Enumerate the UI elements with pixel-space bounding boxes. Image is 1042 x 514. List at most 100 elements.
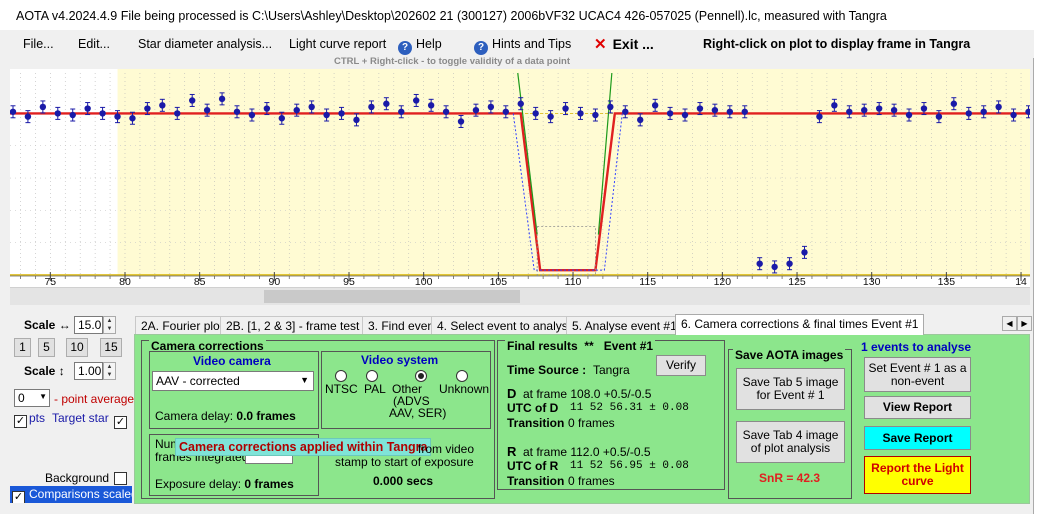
radio-other-detail-1: (ADVS [393, 394, 430, 408]
scale-v-input[interactable]: 1.00 [74, 362, 103, 380]
scrollbar-thumb[interactable] [264, 290, 520, 303]
menu-star-diameter[interactable]: Star diameter analysis... [138, 37, 273, 51]
x-tick-label: 105 [490, 276, 508, 287]
background-check[interactable] [114, 472, 127, 485]
video-system-group [321, 351, 491, 429]
pts-checkbox[interactable]: ✓ [14, 415, 27, 428]
comparisons-checkbox[interactable]: ✓ [12, 491, 25, 503]
view-report-button[interactable]: View Report [864, 396, 971, 419]
radio-other[interactable] [415, 369, 427, 383]
scale-h-input[interactable]: 15.0 [74, 316, 103, 334]
radio-ntsc[interactable] [335, 369, 347, 383]
menu-help[interactable]: ? Help [398, 37, 442, 55]
data-point [592, 111, 599, 119]
window-title: AOTA v4.2024.4.9 File being processed is… [16, 9, 887, 23]
plot-controls-panel: Scale ↔ 15.0 ▲ ▼ 1 5 10 15 Scale ↕ 1.00 ▲… [10, 314, 135, 514]
tab-scroll-right[interactable]: ▶ [1017, 316, 1032, 331]
pts-row[interactable]: ✓ pts [14, 411, 45, 428]
scale-v-spinner[interactable]: ▲ ▼ [103, 362, 116, 380]
menu-exit-label: Exit ... [612, 36, 654, 52]
menu-exit[interactable]: ✕ Exit ... [594, 35, 654, 53]
scale-preset-15[interactable]: 15 [100, 338, 122, 357]
tab-camera-corrections[interactable]: 6. Camera corrections & final times Even… [675, 314, 925, 335]
menu-edit[interactable]: Edit... [78, 37, 110, 51]
data-point [935, 113, 943, 120]
tab-select-event[interactable]: 4. Select event to analyse [431, 316, 581, 335]
radio-unknown[interactable] [456, 369, 468, 383]
comparisons-row[interactable]: ✓ Comparisons scaled [10, 486, 132, 503]
final-results-label: Final results [507, 339, 578, 353]
data-point [174, 110, 181, 117]
title-bar: AOTA v4.2024.4.9 File being processed is… [0, 0, 1034, 30]
data-point [427, 102, 435, 109]
data-point [547, 113, 554, 120]
data-point [517, 100, 524, 107]
data-point [263, 105, 271, 112]
video-camera-title: Video camera [193, 354, 271, 368]
tab-fourier-plot[interactable]: 2A. Fourier plot [135, 316, 230, 335]
radio-ntsc-circle[interactable] [335, 370, 347, 382]
plot-svg[interactable]: 75 80 85 90 95 100 105 110 115 120 125 130 135 14 [10, 69, 1030, 287]
data-point [965, 110, 972, 117]
scale-preset-1[interactable]: 1 [14, 338, 31, 357]
save-images-title: Save AOTA images [733, 348, 846, 362]
radio-other-circle[interactable] [415, 370, 427, 382]
data-point [472, 106, 480, 114]
close-icon: ✕ [594, 36, 607, 53]
menu-light-curve-report[interactable]: Light curve report [289, 37, 387, 51]
save-tab4-button[interactable]: Save Tab 4 image of plot analysis [736, 421, 845, 463]
data-point [756, 260, 763, 267]
data-point [442, 108, 450, 115]
data-point [248, 111, 256, 119]
tab-analyse-event[interactable]: 5. Analyse event #1 [566, 316, 683, 335]
data-point [188, 97, 196, 104]
help-icon: ? [398, 41, 412, 55]
final-results-stars: ** [584, 339, 594, 353]
data-point [995, 103, 1002, 111]
menu-hints[interactable]: ? Hints and Tips [474, 37, 571, 55]
point-average-label: - point average [54, 392, 135, 406]
tab-frame-test[interactable]: 2B. [1, 2 & 3] - frame test [220, 316, 366, 335]
data-point [846, 108, 853, 115]
radio-other-detail-2: AAV, SER) [389, 406, 447, 420]
save-report-button[interactable]: Save Report [864, 426, 971, 450]
tab-scroll-left[interactable]: ◀ [1002, 316, 1017, 331]
chevron-down-icon: ▼ [300, 375, 309, 385]
scale-preset-5[interactable]: 5 [38, 338, 55, 357]
scale-h-label: Scale ↔ [24, 318, 71, 332]
radio-pal-circle[interactable] [366, 370, 378, 382]
scale-preset-10[interactable]: 10 [66, 338, 88, 357]
data-point [353, 116, 360, 124]
frames-integrated-group [149, 434, 319, 496]
menu-file[interactable]: File... [23, 37, 54, 51]
radio-unknown-circle[interactable] [456, 370, 468, 382]
data-point [562, 105, 569, 112]
x-tick-label: 135 [938, 276, 956, 287]
data-point [651, 102, 659, 109]
data-point [24, 113, 32, 120]
camera-select[interactable]: AAV - corrected ▼ [152, 371, 314, 391]
time-source-value: Tangra [593, 363, 630, 377]
final-results-title: Final results ** Event #1 [505, 339, 656, 353]
point-average-value: 0 [18, 391, 25, 405]
frames-label-1: Num [155, 437, 181, 451]
data-point [114, 113, 121, 120]
plot-horizontal-scrollbar[interactable] [10, 287, 1030, 305]
target-star-check[interactable]: ✓ [114, 416, 127, 429]
verify-button[interactable]: Verify [656, 355, 706, 376]
exposure-delay-value: 0 frames [244, 477, 294, 491]
data-point [801, 249, 808, 256]
target-star-checkbox[interactable]: ✓ [114, 412, 127, 429]
video-camera-group [149, 351, 319, 429]
point-average-select[interactable]: 0 ▼ [14, 389, 50, 407]
set-non-event-button[interactable]: Set Event # 1 as a non-event [864, 357, 971, 392]
background-checkbox[interactable] [114, 472, 127, 486]
radio-pal[interactable] [366, 369, 378, 383]
scale-h-spinner[interactable]: ▲ ▼ [103, 316, 116, 334]
plot-unhighlighted-band [10, 69, 118, 277]
report-light-curve-button[interactable]: Report the Light curve [864, 456, 971, 494]
tab-find-events[interactable]: 3. Find events [362, 316, 450, 335]
save-tab5-button[interactable]: Save Tab 5 image for Event # 1 [736, 368, 845, 410]
light-curve-plot[interactable]: 75 80 85 90 95 100 105 110 115 120 125 130 135 14 [10, 69, 1030, 287]
ctrl-hint: CTRL + Right-click - to toggle validity … [334, 56, 571, 67]
